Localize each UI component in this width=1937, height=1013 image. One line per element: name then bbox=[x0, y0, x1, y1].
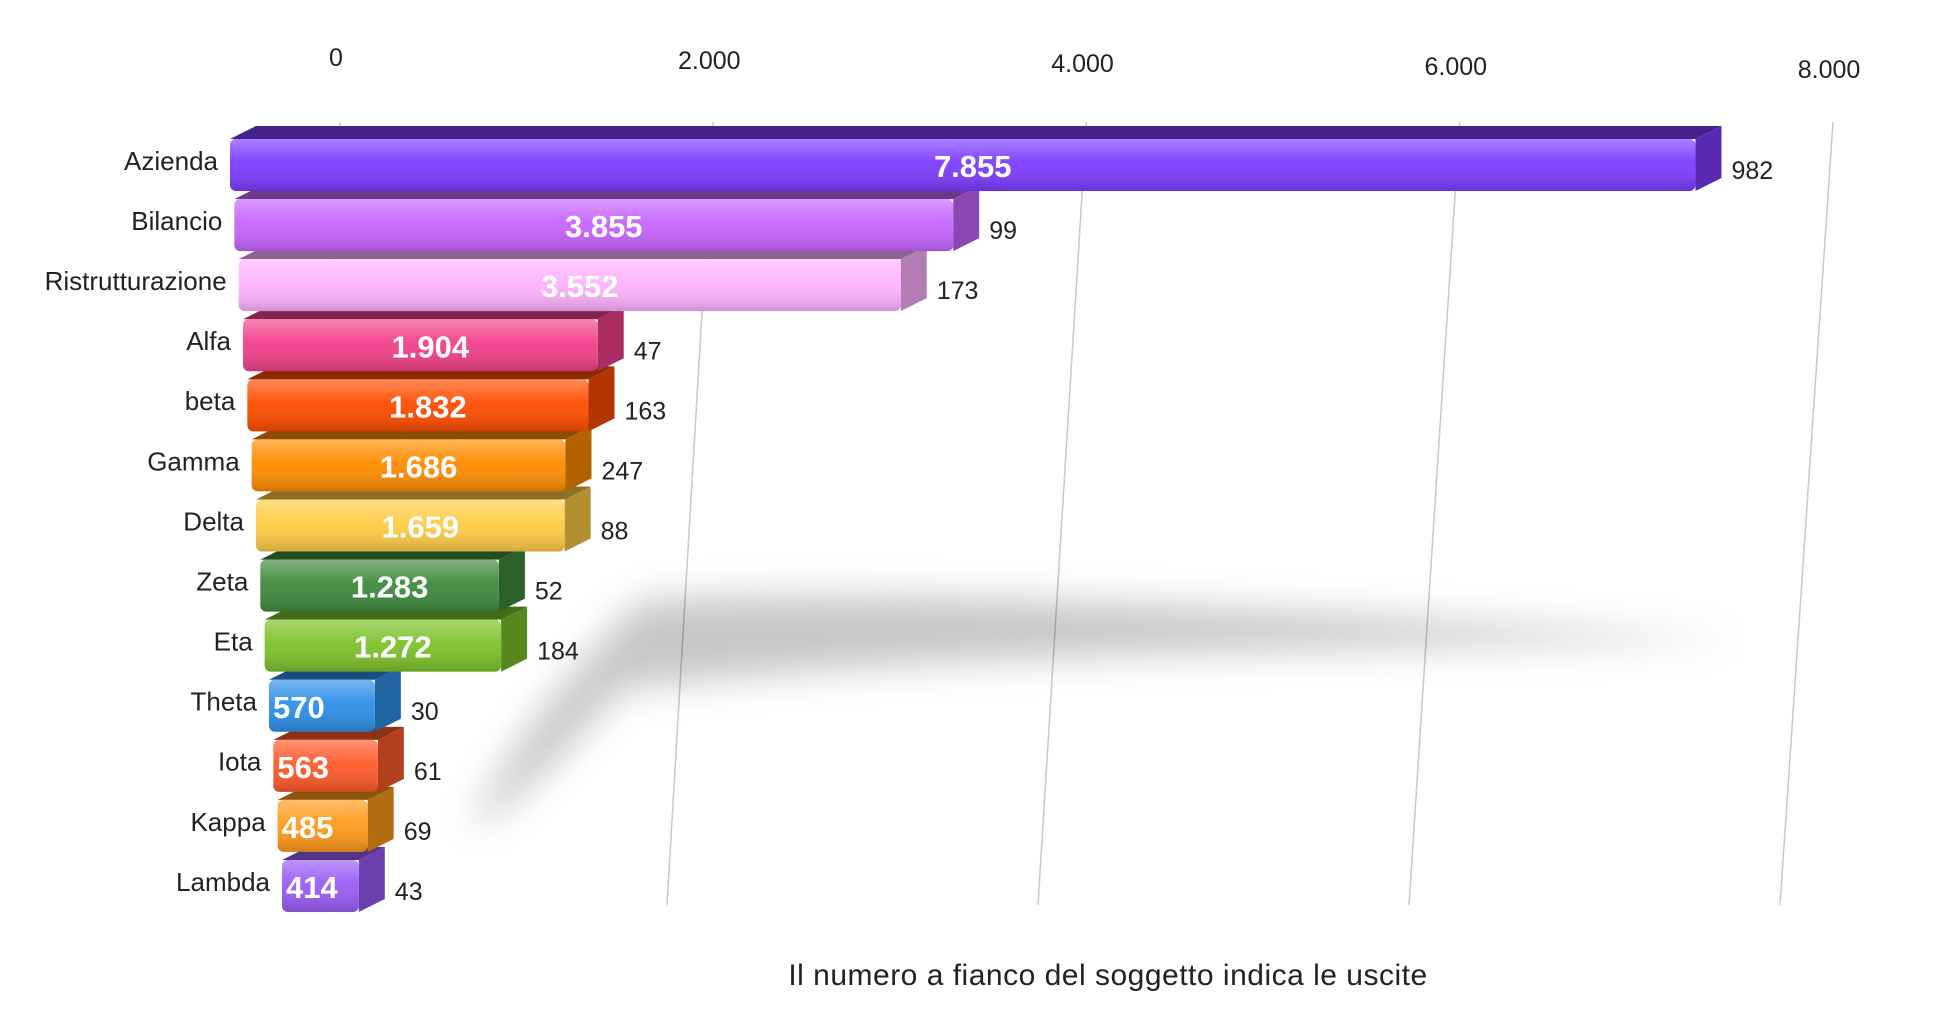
bar-end-face bbox=[565, 426, 592, 492]
bar-value-label: 1.686 bbox=[380, 449, 458, 484]
bar-end-face bbox=[953, 186, 980, 252]
count-label: 61 bbox=[414, 758, 442, 786]
bar-end-face bbox=[377, 726, 404, 792]
count-label: 982 bbox=[1731, 157, 1773, 185]
bar-highlight bbox=[269, 679, 375, 732]
bar-shadows bbox=[470, 595, 1740, 830]
count-label: 69 bbox=[404, 818, 432, 846]
category-label: Alfa bbox=[186, 326, 231, 356]
bar-end-face bbox=[374, 666, 401, 732]
category-label: Iota bbox=[218, 747, 262, 777]
x-tick-label: 0 bbox=[329, 44, 343, 72]
bar-highlight bbox=[282, 860, 359, 912]
category-label: Theta bbox=[191, 687, 258, 717]
bar-value-label: 1.904 bbox=[392, 329, 470, 364]
bar-value-label: 414 bbox=[286, 870, 338, 905]
gridline bbox=[1779, 121, 1834, 906]
count-label: 184 bbox=[537, 638, 579, 666]
bars bbox=[230, 126, 1722, 912]
count-label: 30 bbox=[411, 698, 439, 726]
bar-value-label: 563 bbox=[277, 750, 329, 785]
bar-highlight bbox=[277, 799, 368, 852]
x-tick-label: 6.000 bbox=[1424, 53, 1487, 81]
bar-end-face bbox=[588, 366, 615, 432]
bar-highlight bbox=[238, 259, 901, 312]
category-label: Azienda bbox=[124, 146, 218, 176]
bar-end-face bbox=[498, 546, 525, 612]
category-label: Delta bbox=[183, 506, 244, 536]
category-label: beta bbox=[185, 386, 236, 416]
bar-highlight bbox=[256, 499, 565, 552]
category-label: Lambda bbox=[176, 867, 270, 897]
bar-value-label: 7.855 bbox=[934, 149, 1012, 184]
category-label: Zeta bbox=[196, 566, 249, 596]
bar-end-face bbox=[358, 847, 385, 912]
bar-end-face bbox=[597, 306, 624, 372]
count-label: 43 bbox=[395, 878, 423, 906]
bar-value-label: 3.855 bbox=[565, 209, 643, 244]
bar-end-face bbox=[564, 486, 591, 552]
count-label: 52 bbox=[535, 578, 563, 606]
count-label: 173 bbox=[937, 277, 979, 305]
bar-highlight bbox=[243, 319, 598, 372]
x-tick-label: 2.000 bbox=[678, 47, 741, 75]
floor-shadow bbox=[470, 595, 1740, 830]
bar-highlight bbox=[247, 379, 589, 432]
bar-value-label: 485 bbox=[282, 810, 334, 845]
category-label: Gamma bbox=[147, 446, 240, 476]
category-label: Kappa bbox=[190, 807, 266, 837]
bar-value-label: 1.272 bbox=[354, 630, 432, 665]
x-tick-label: 8.000 bbox=[1798, 56, 1861, 84]
bar-value-label: 570 bbox=[273, 690, 325, 725]
category-label: Ristrutturazione bbox=[45, 266, 227, 296]
count-label: 47 bbox=[634, 337, 662, 365]
bar-end-face bbox=[900, 246, 927, 312]
chart-caption: Il numero a fianco del soggetto indica l… bbox=[788, 959, 1427, 992]
bar-highlight bbox=[251, 439, 566, 492]
bar-value-label: 1.832 bbox=[389, 389, 467, 424]
bar-highlight bbox=[234, 199, 954, 252]
count-label: 99 bbox=[989, 217, 1017, 245]
bar-highlight bbox=[264, 619, 502, 672]
bar-highlight bbox=[260, 559, 499, 612]
gridline bbox=[1408, 121, 1461, 906]
labels: 0 2.000 4.000 6.000 8.000 Lambda 414 43 Kappa 485… bbox=[45, 44, 1861, 906]
bar-highlight bbox=[273, 739, 378, 792]
bar-value-label: 1.283 bbox=[351, 570, 429, 605]
count-label: 247 bbox=[601, 457, 643, 485]
category-label: Eta bbox=[214, 627, 254, 657]
count-label: 163 bbox=[624, 397, 666, 425]
gridline bbox=[1037, 121, 1088, 906]
category-label: Bilancio bbox=[131, 206, 222, 236]
bar-value-label: 3.552 bbox=[541, 269, 619, 304]
bar-top-face bbox=[230, 126, 1722, 139]
bar-end-face bbox=[1695, 126, 1722, 191]
bar-value-label: 1.659 bbox=[382, 510, 460, 545]
x-tick-label: 4.000 bbox=[1051, 50, 1114, 78]
bar-end-face bbox=[501, 606, 528, 672]
bar-highlight bbox=[230, 139, 1696, 191]
bar-end-face bbox=[367, 786, 394, 852]
count-label: 88 bbox=[601, 518, 629, 546]
